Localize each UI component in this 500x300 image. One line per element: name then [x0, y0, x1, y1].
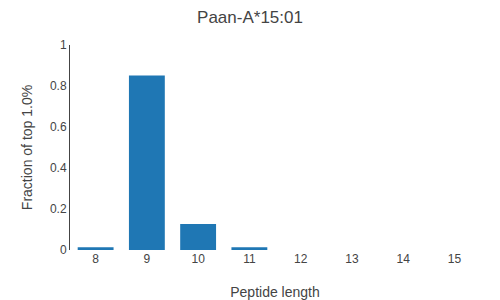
svg-text:8: 8: [92, 252, 99, 266]
svg-text:11: 11: [243, 252, 256, 266]
svg-text:1: 1: [60, 38, 67, 52]
svg-text:0.2: 0.2: [50, 202, 67, 216]
svg-text:Peptide length: Peptide length: [230, 284, 320, 300]
svg-text:Paan-A*15:01: Paan-A*15:01: [197, 8, 303, 27]
svg-text:12: 12: [294, 252, 308, 266]
svg-text:10: 10: [191, 252, 205, 266]
svg-text:0.4: 0.4: [50, 161, 67, 175]
svg-text:0: 0: [60, 243, 67, 257]
svg-text:13: 13: [345, 252, 359, 266]
svg-text:14: 14: [396, 252, 410, 266]
svg-text:Fraction of top 1.0%: Fraction of top 1.0%: [19, 85, 35, 210]
svg-text:0.8: 0.8: [50, 79, 67, 93]
svg-text:15: 15: [448, 252, 462, 266]
svg-text:0.6: 0.6: [50, 120, 67, 134]
svg-text:9: 9: [144, 252, 151, 266]
